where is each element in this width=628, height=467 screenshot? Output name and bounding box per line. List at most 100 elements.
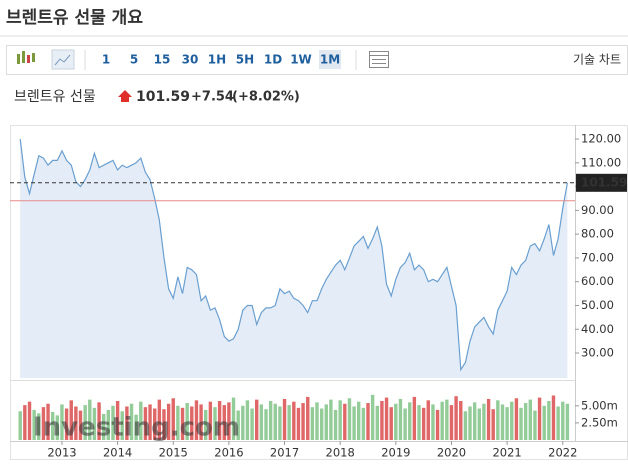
volume-bar — [472, 402, 477, 440]
volume-bar — [329, 399, 333, 440]
volume-bar — [199, 404, 203, 440]
volume-bar — [217, 401, 222, 440]
area-icon-line — [54, 54, 71, 66]
volume-bar — [227, 402, 231, 440]
volume-bar — [287, 405, 291, 440]
volume-bar — [78, 410, 83, 440]
instrument-name: 브렌트유 선물 — [14, 89, 96, 105]
volume-bar — [445, 399, 449, 440]
volume-bar — [37, 413, 41, 440]
volume-bar — [64, 408, 69, 440]
interval-button[interactable]: 1D — [264, 53, 282, 67]
up-arrow — [118, 90, 132, 102]
active-interval — [319, 50, 341, 69]
x-tick-label: 2015 — [159, 446, 188, 460]
volume-bar — [115, 401, 120, 440]
interval-button[interactable]: 15 — [154, 53, 171, 67]
y-tick-label: 40.00 — [581, 322, 614, 336]
last-price-box — [576, 173, 627, 192]
volume-bar — [143, 407, 148, 440]
volume-bar — [180, 407, 185, 440]
interval-button[interactable]: 1M — [320, 53, 340, 67]
volume-bar — [18, 411, 22, 440]
volume-bar — [301, 403, 305, 440]
candle-icon[interactable] — [17, 51, 35, 64]
volume-bar — [533, 410, 537, 440]
volume-bar — [398, 398, 403, 440]
volume-bar — [370, 394, 375, 440]
volume-bar — [241, 405, 245, 440]
volume-bar — [421, 407, 426, 440]
volume-bar — [408, 402, 412, 440]
volume-bar — [319, 408, 324, 440]
volume-bar — [380, 401, 384, 440]
interval-button[interactable]: 5 — [130, 53, 138, 67]
volume-bar — [259, 404, 264, 440]
x-tick-label: 2014 — [103, 446, 132, 460]
volume-bar — [454, 396, 458, 440]
volume-bar — [83, 405, 87, 440]
volume-bar — [556, 406, 560, 440]
volume-bar — [69, 400, 73, 440]
volume-bar — [282, 398, 287, 440]
volume-bar — [394, 403, 398, 440]
y-tick-label: 110.00 — [581, 155, 621, 169]
volume-bar — [547, 401, 551, 440]
volume-bar — [519, 407, 523, 440]
volume-bar — [315, 402, 319, 440]
x-tick-label: 2020 — [437, 446, 466, 460]
volume-bar — [176, 405, 180, 440]
volume-bar — [268, 401, 273, 440]
volume-bar — [148, 404, 152, 440]
interval-button[interactable]: 30 — [182, 53, 199, 67]
volume-bar — [468, 406, 472, 440]
volume-bar — [213, 407, 217, 440]
y-tick-label: 5.00m — [581, 398, 618, 412]
volume-bar — [523, 403, 528, 440]
volume-bar — [343, 403, 347, 440]
volume-bar — [55, 415, 60, 440]
volume-bar — [273, 403, 277, 440]
volume-bar — [510, 401, 514, 440]
x-tick-label: 2022 — [548, 446, 577, 460]
volume-bar — [477, 408, 481, 440]
volume-bar — [194, 400, 199, 440]
volume-bar — [324, 404, 328, 440]
volume-bar — [542, 405, 546, 440]
volume-bar — [384, 397, 389, 440]
interval-button[interactable]: 1H — [208, 53, 226, 67]
interval-button[interactable]: 1 — [102, 53, 110, 67]
volume-bar — [120, 411, 124, 440]
volume-bar — [106, 409, 111, 440]
volume-bar — [92, 407, 97, 440]
volume-bar — [139, 401, 143, 440]
technical-chart-link[interactable]: 기술 차트 — [573, 53, 621, 67]
table-icon[interactable] — [369, 51, 389, 68]
toolbar — [6, 45, 628, 75]
volume-bar — [565, 403, 570, 440]
volume-bar — [41, 407, 46, 440]
volume-bar — [491, 409, 495, 440]
volume-bar — [245, 400, 250, 440]
y-tick-label: 60.00 — [581, 274, 614, 288]
y-tick-label: 80.00 — [581, 227, 614, 241]
volume-bar — [496, 400, 500, 440]
volume-bar — [88, 399, 92, 440]
volume-bar — [23, 405, 27, 440]
volume-bar — [278, 406, 282, 440]
volume-bar — [412, 396, 417, 440]
area-icon[interactable] — [51, 49, 75, 70]
interval-button[interactable]: 5H — [236, 53, 254, 67]
last-price: 101.59 — [136, 89, 190, 105]
volume-bar — [50, 411, 55, 440]
x-tick-label: 2017 — [270, 446, 299, 460]
volume-bar — [306, 396, 310, 440]
volume-bar — [157, 399, 162, 440]
volume-bar — [32, 409, 36, 440]
volume-bar — [417, 405, 421, 440]
interval-button[interactable]: 1W — [290, 53, 312, 67]
volume-bar — [463, 411, 468, 440]
y-tick-label: 30.00 — [581, 346, 614, 360]
x-tick-label: 2021 — [492, 446, 521, 460]
volume-bar — [296, 407, 301, 440]
